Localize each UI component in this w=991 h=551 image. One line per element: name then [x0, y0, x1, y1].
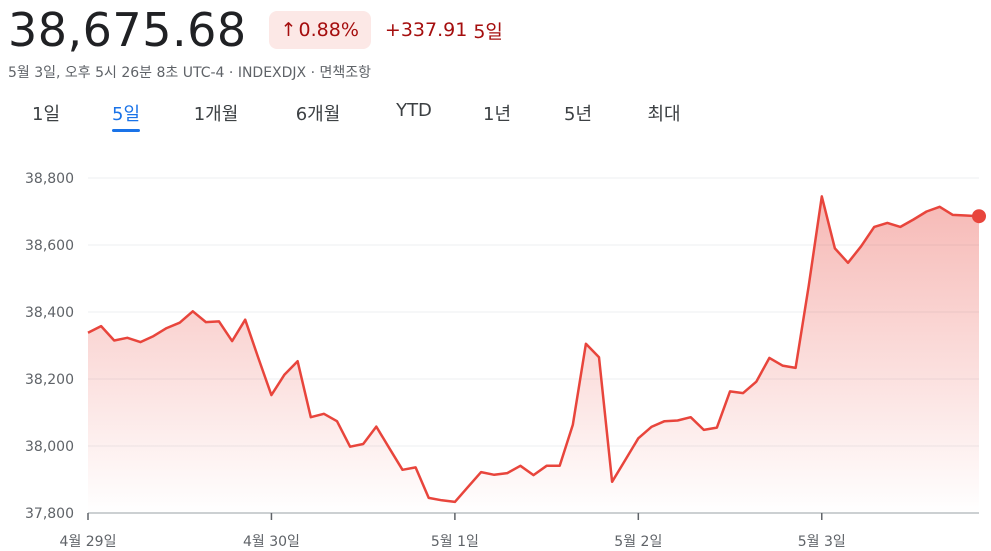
tab-max[interactable]: 최대: [647, 104, 681, 125]
tab-6m[interactable]: 6개월: [295, 104, 341, 125]
change-period: 5일: [473, 20, 503, 43]
price-area: [88, 196, 979, 513]
last-price-marker[interactable]: [972, 209, 986, 224]
x-tick-label: 5월 2일: [614, 534, 662, 550]
x-tick-label: 5월 3일: [798, 534, 846, 550]
tab-1d[interactable]: 1일: [31, 104, 61, 125]
tab-1m[interactable]: 1개월: [193, 104, 239, 125]
tab-5d[interactable]: 5일: [111, 100, 141, 132]
change-percent-badge: ↑ 0.88%: [268, 11, 371, 49]
quote-meta: 5월 3일, 오후 5시 26분 8초 UTC-4 · INDEXDJX · 면…: [8, 65, 372, 81]
tab-ytd[interactable]: YTD: [396, 100, 432, 121]
change-percent-value: 0.88%: [298, 19, 359, 41]
change-absolute: +337.91: [384, 19, 468, 41]
tab-1y[interactable]: 1년: [482, 104, 512, 125]
price-line: [87, 195, 980, 504]
range-tabs: 1일 5일 1개월 6개월 YTD 1년 5년 최대: [0, 100, 991, 136]
y-tick-label: 38,000: [25, 439, 74, 455]
y-tick-label: 38,600: [25, 238, 74, 254]
x-tick-label: 4월 30일: [243, 534, 300, 550]
x-tick-label: 5월 1일: [431, 534, 479, 550]
tab-5y[interactable]: 5년: [563, 104, 593, 125]
quote-header: 38,675.68 ↑ 0.88% +337.91 5일: [8, 2, 503, 58]
index-price: 38,675.68: [8, 3, 247, 57]
y-tick-label: 38,200: [25, 372, 74, 388]
x-tick-label: 4월 29일: [60, 534, 117, 550]
y-tick-label: 38,800: [25, 171, 74, 187]
y-tick-label: 37,800: [25, 506, 74, 522]
arrow-up-icon: ↑: [280, 19, 297, 41]
y-tick-label: 38,400: [25, 305, 74, 321]
